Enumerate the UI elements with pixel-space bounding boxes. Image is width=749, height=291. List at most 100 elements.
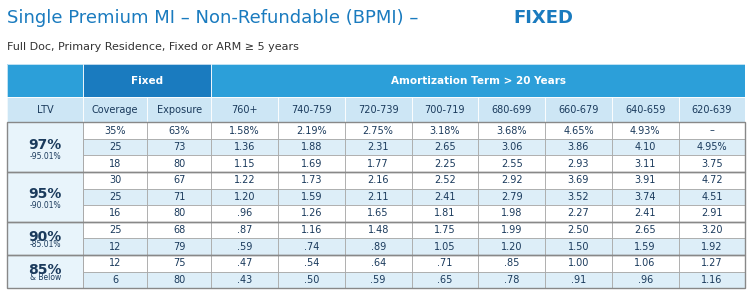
Bar: [83, 172, 148, 189]
Bar: [278, 189, 345, 205]
Bar: [545, 238, 612, 255]
Bar: [679, 122, 745, 139]
Text: 75: 75: [173, 258, 186, 268]
Bar: [679, 97, 745, 122]
Bar: [148, 97, 211, 122]
Bar: [211, 255, 278, 272]
Bar: [7, 97, 83, 122]
Text: 740-759: 740-759: [291, 105, 332, 115]
Text: 2.92: 2.92: [501, 175, 523, 185]
Bar: [679, 189, 745, 205]
Bar: [411, 272, 479, 288]
Bar: [612, 155, 679, 172]
Text: .87: .87: [237, 225, 252, 235]
Text: 4.51: 4.51: [701, 192, 723, 202]
Bar: [679, 172, 745, 189]
Bar: [83, 222, 148, 238]
Text: 25: 25: [109, 192, 121, 202]
Bar: [278, 155, 345, 172]
Bar: [211, 172, 278, 189]
Bar: [545, 189, 612, 205]
Bar: [211, 205, 278, 222]
Text: 30: 30: [109, 175, 121, 185]
Bar: [612, 222, 679, 238]
Text: 16: 16: [109, 208, 121, 219]
Text: 1.59: 1.59: [300, 192, 322, 202]
Bar: [345, 122, 411, 139]
Text: 1.15: 1.15: [234, 159, 255, 169]
Bar: [612, 189, 679, 205]
Text: -95.01%: -95.01%: [29, 152, 61, 161]
Bar: [148, 238, 211, 255]
Bar: [7, 222, 745, 255]
Bar: [7, 255, 745, 288]
Bar: [278, 272, 345, 288]
Bar: [148, 222, 211, 238]
Bar: [679, 255, 745, 272]
Bar: [148, 172, 211, 189]
Bar: [148, 97, 211, 122]
Bar: [545, 222, 612, 238]
Text: .65: .65: [437, 275, 452, 285]
Bar: [479, 172, 545, 189]
Text: 2.16: 2.16: [368, 175, 389, 185]
Bar: [612, 255, 679, 272]
Bar: [278, 122, 345, 139]
Bar: [148, 139, 211, 155]
Text: 1.26: 1.26: [300, 208, 322, 219]
Bar: [83, 255, 148, 272]
Text: 1.16: 1.16: [701, 275, 723, 285]
Bar: [479, 255, 545, 272]
Bar: [545, 205, 612, 222]
Text: .47: .47: [237, 258, 252, 268]
Bar: [278, 189, 345, 205]
Text: .54: .54: [303, 258, 319, 268]
Text: 80: 80: [173, 208, 185, 219]
Bar: [211, 139, 278, 155]
Text: 680-699: 680-699: [491, 105, 532, 115]
Text: 3.52: 3.52: [568, 192, 589, 202]
Bar: [679, 122, 745, 139]
Bar: [148, 272, 211, 288]
Text: 1.00: 1.00: [568, 258, 589, 268]
Bar: [83, 155, 148, 172]
Text: 4.72: 4.72: [701, 175, 723, 185]
Bar: [679, 172, 745, 189]
Text: .96: .96: [237, 208, 252, 219]
Bar: [411, 238, 479, 255]
Bar: [345, 272, 411, 288]
Bar: [83, 189, 148, 205]
Bar: [211, 122, 278, 139]
Bar: [679, 222, 745, 238]
Text: .74: .74: [303, 242, 319, 252]
Bar: [211, 272, 278, 288]
Bar: [479, 238, 545, 255]
Text: 2.65: 2.65: [434, 142, 455, 152]
Text: LTV: LTV: [37, 105, 54, 115]
Bar: [148, 238, 211, 255]
Text: 1.65: 1.65: [368, 208, 389, 219]
Text: 90%: 90%: [28, 230, 62, 244]
Bar: [545, 122, 612, 139]
Bar: [148, 122, 211, 139]
Bar: [7, 222, 83, 255]
Text: 1.20: 1.20: [234, 192, 255, 202]
Bar: [612, 172, 679, 189]
Bar: [612, 238, 679, 255]
Text: 620-639: 620-639: [691, 105, 732, 115]
Bar: [83, 139, 148, 155]
Bar: [411, 272, 479, 288]
Bar: [345, 155, 411, 172]
Text: 2.31: 2.31: [368, 142, 389, 152]
Text: 1.22: 1.22: [234, 175, 255, 185]
Bar: [411, 97, 479, 122]
Text: .71: .71: [437, 258, 452, 268]
Bar: [479, 139, 545, 155]
Bar: [345, 97, 411, 122]
Bar: [278, 172, 345, 189]
Bar: [211, 64, 745, 97]
Bar: [211, 155, 278, 172]
Bar: [278, 255, 345, 272]
Text: & Below: & Below: [30, 273, 61, 282]
Bar: [545, 222, 612, 238]
